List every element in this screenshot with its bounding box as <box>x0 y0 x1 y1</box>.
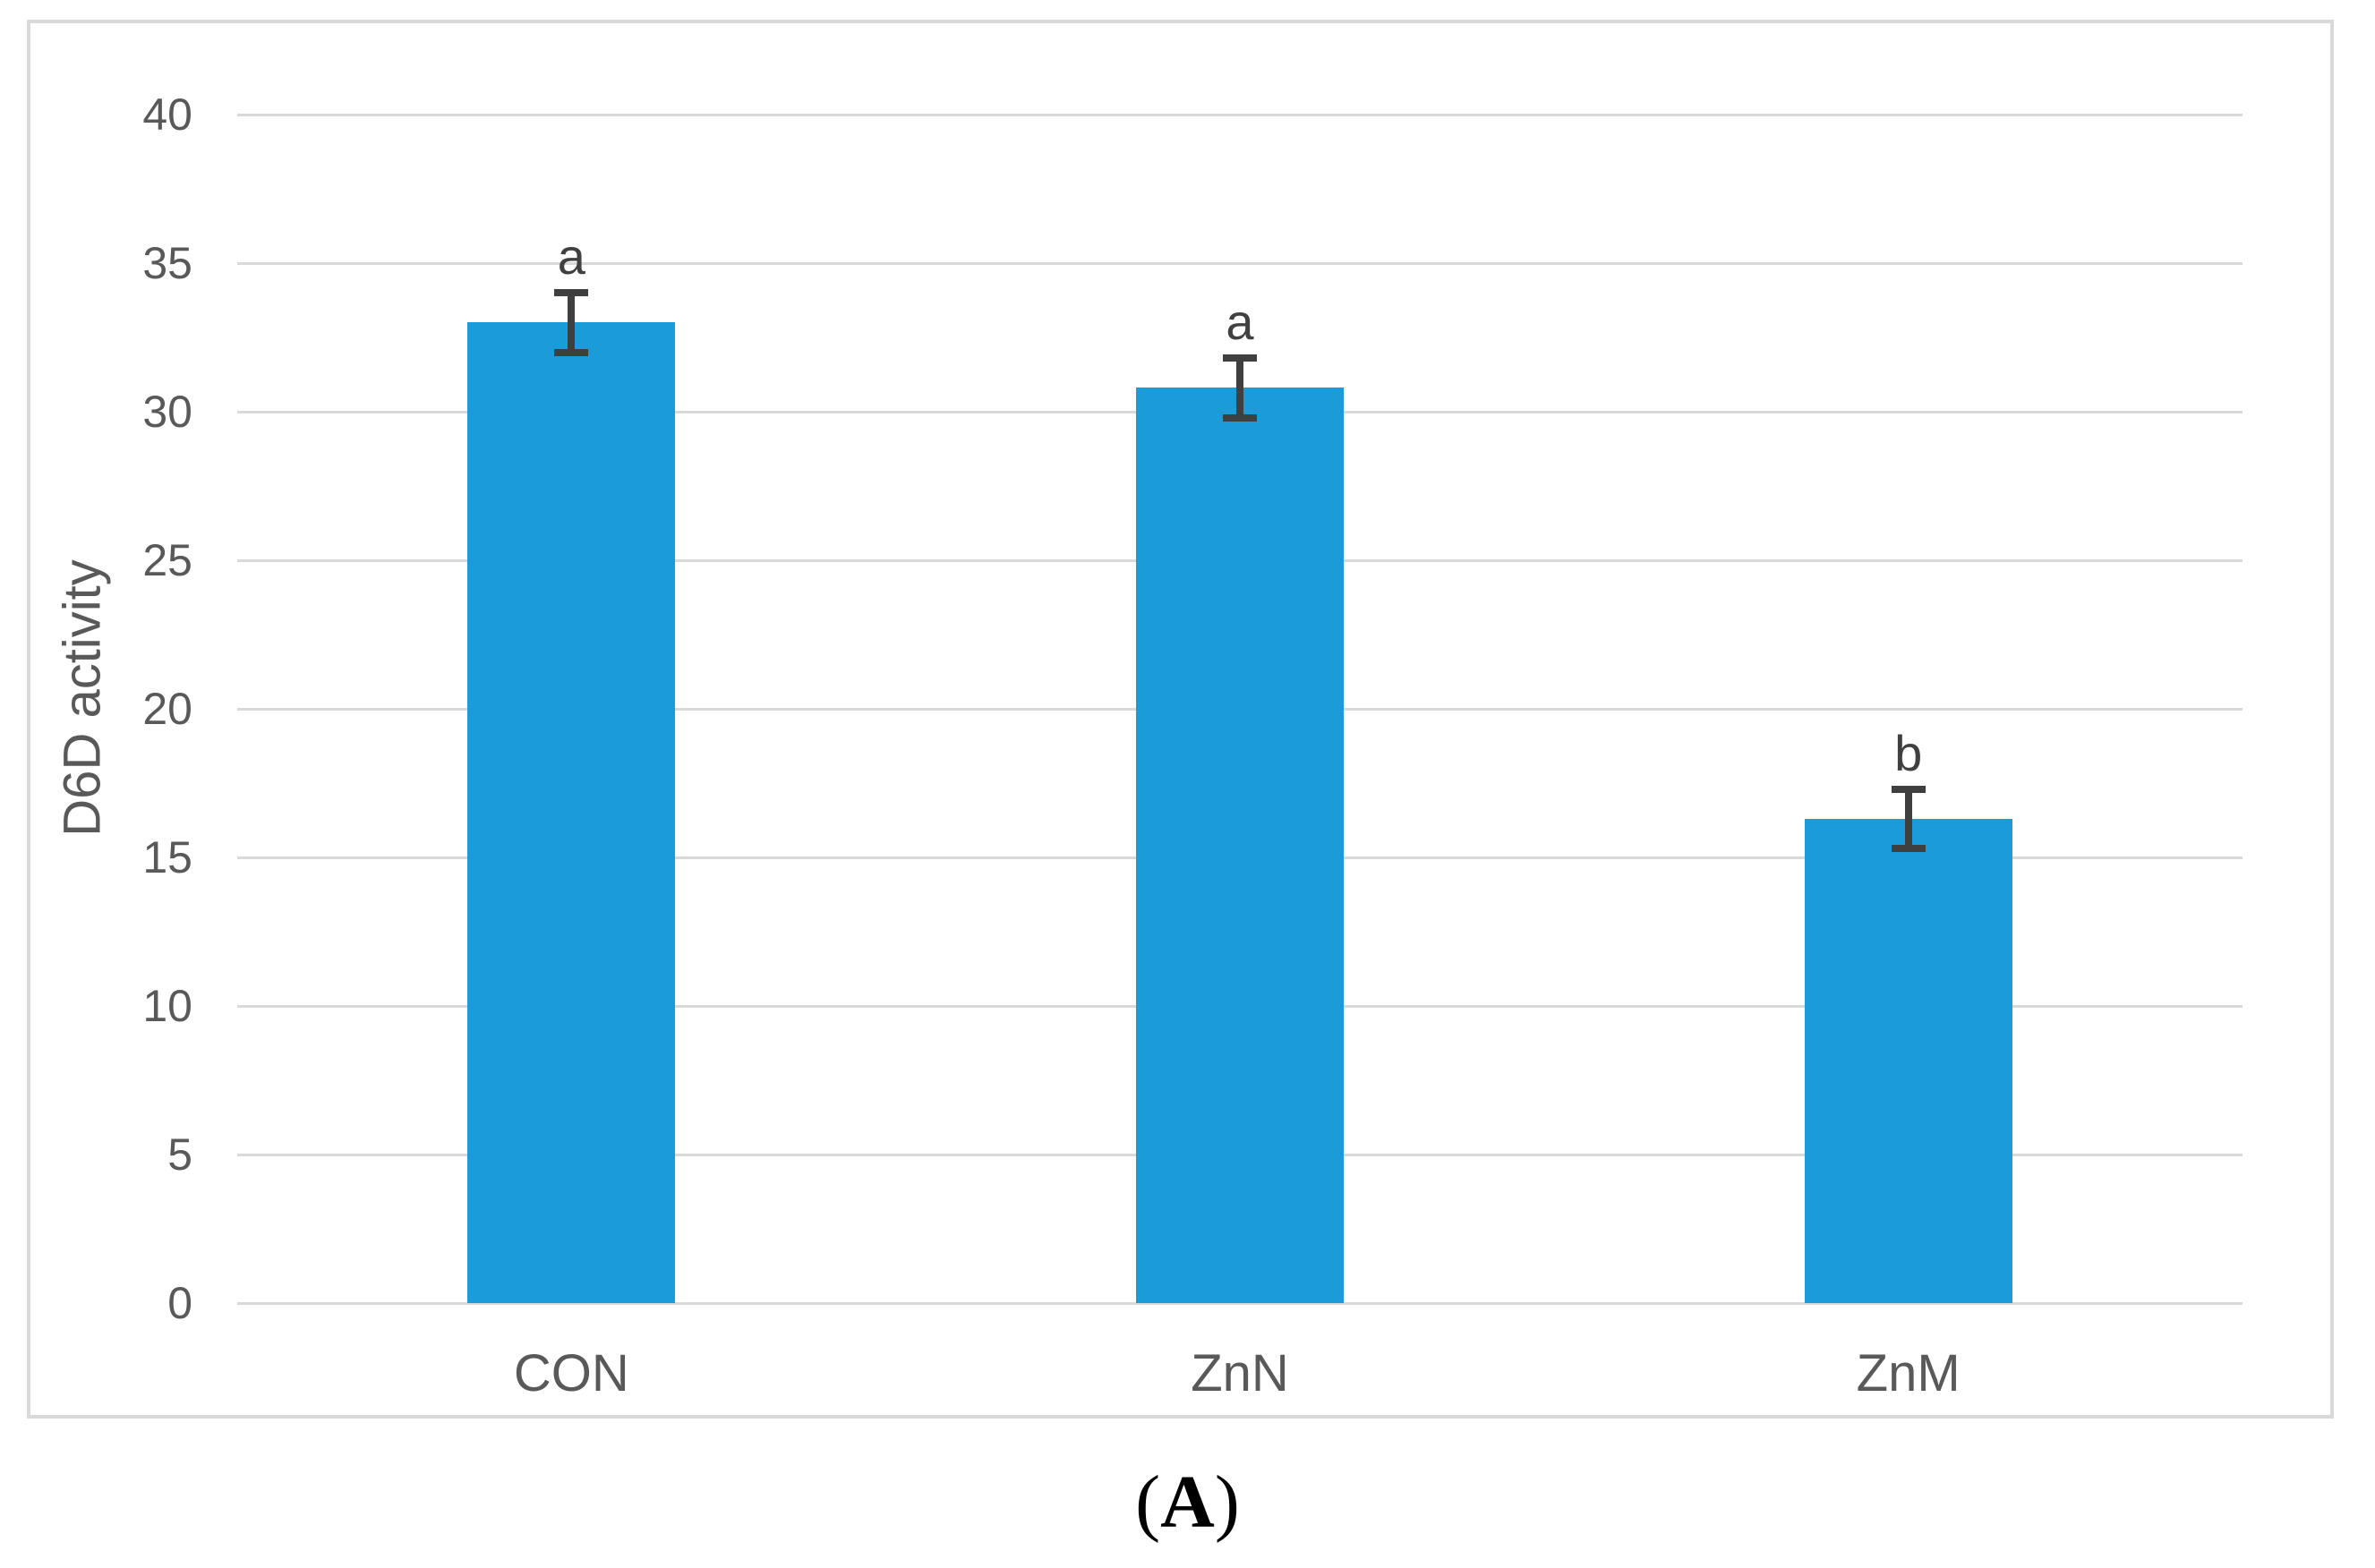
error-bar-cap-bottom-znn <box>1223 413 1257 422</box>
bar-znm <box>1804 818 2012 1303</box>
bar-con <box>467 322 676 1303</box>
significance-letter-znn: a <box>1226 294 1254 351</box>
y-tick-label-30: 30 <box>142 387 192 437</box>
x-tick-label-znm: ZnM <box>1856 1344 1961 1402</box>
significance-letter-con: a <box>557 228 585 285</box>
y-tick-label-10: 10 <box>142 981 192 1031</box>
y-tick-label-25: 25 <box>142 535 192 585</box>
gridline-y-0 <box>237 1301 2243 1305</box>
error-bar-cap-bottom-con <box>554 348 589 356</box>
y-tick-label-20: 20 <box>142 684 192 734</box>
error-bar-cap-top-con <box>554 289 589 297</box>
y-tick-label-0: 0 <box>167 1278 192 1328</box>
x-tick-label-znn: ZnN <box>1191 1344 1289 1402</box>
x-tick-label-con: CON <box>513 1344 629 1402</box>
caption-paren-open: ( <box>1135 1461 1161 1544</box>
error-bar-line-znm <box>1904 788 1912 849</box>
y-tick-label-5: 5 <box>167 1129 192 1180</box>
y-tick-label-35: 35 <box>142 238 192 288</box>
bar-znn <box>1136 388 1344 1303</box>
y-tick-label-15: 15 <box>142 832 192 882</box>
caption-letter: A <box>1160 1461 1215 1544</box>
gridline-y-35 <box>237 261 2243 265</box>
gridline-y-40 <box>237 113 2243 116</box>
error-bar-line-con <box>568 293 576 353</box>
significance-letter-znm: b <box>1894 724 1923 781</box>
error-bar-line-znn <box>1236 358 1243 418</box>
figure-caption: (A) <box>0 1462 2375 1543</box>
error-bar-cap-top-znm <box>1891 785 1926 793</box>
y-tick-label-40: 40 <box>142 89 192 140</box>
caption-paren-close: ) <box>1214 1461 1240 1544</box>
error-bar-cap-top-znn <box>1223 354 1257 362</box>
error-bar-cap-bottom-znm <box>1891 845 1926 853</box>
